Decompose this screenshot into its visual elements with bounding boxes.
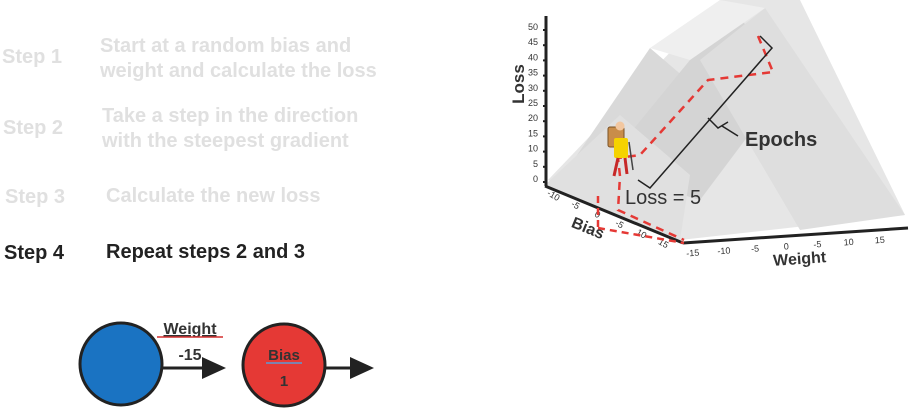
loss-tick-label: 30 [528, 83, 538, 93]
loss-tick-label: 0 [533, 174, 538, 184]
loss-tick-label: 40 [528, 52, 538, 62]
weight-tick-label: 15 [874, 235, 885, 246]
input-node [80, 323, 162, 405]
weight-arrowhead [202, 357, 226, 379]
loss-annotation: Loss = 5 [625, 187, 701, 209]
loss-tick-label: 20 [528, 113, 538, 123]
weight-tick-label: -5 [751, 243, 760, 254]
hiker-leg-right [625, 158, 627, 174]
epochs-label: Epochs [745, 129, 817, 151]
loss-tick-label: 35 [528, 68, 538, 78]
loss-axis-title: Loss [509, 64, 528, 104]
weight-tick-label: -15 [686, 248, 700, 259]
bias-node [243, 324, 325, 406]
weight-value: -15 [178, 347, 201, 364]
loss-tick-label: 10 [528, 144, 538, 154]
hiker-body [614, 138, 628, 158]
bias-value: 1 [280, 373, 288, 390]
loss-tick-label: 25 [528, 98, 538, 108]
weight-tick-label: 0 [783, 241, 789, 251]
weight-label: Weight [163, 321, 217, 338]
bias-tick-label: -5 [614, 218, 626, 231]
output-arrowhead [350, 357, 374, 379]
bias-label: Bias [268, 347, 300, 364]
weight-tick-label: -10 [717, 245, 731, 256]
weight-axis-title: Weight [773, 249, 828, 270]
loss-tick-label: 50 [528, 22, 538, 32]
weight-tick-label: 10 [843, 237, 854, 248]
loss-tick-labels: 0 5 10 15 20 25 30 35 40 45 50 [528, 22, 546, 184]
loss-tick-label: 5 [533, 159, 538, 169]
loss-tick-label: 15 [528, 128, 538, 138]
loss-tick-label: 45 [528, 37, 538, 47]
hiker-head [616, 122, 625, 131]
bias-tick-label: -5 [570, 199, 582, 212]
weight-tick-label: -5 [813, 239, 822, 250]
